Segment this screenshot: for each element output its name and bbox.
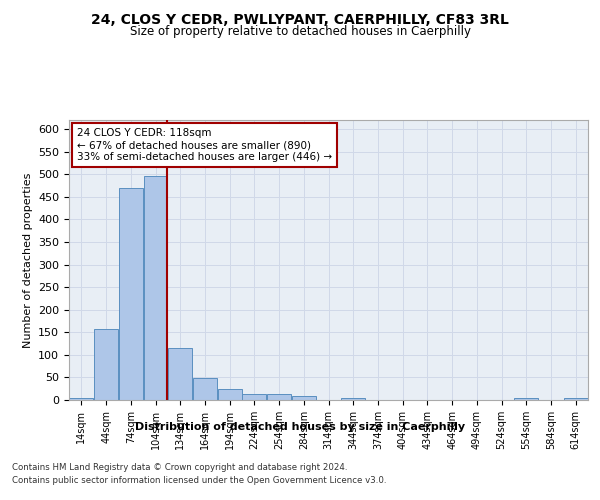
Bar: [267, 394, 291, 400]
Bar: [292, 396, 316, 400]
Bar: [341, 398, 365, 400]
Bar: [514, 398, 538, 400]
Text: Contains HM Land Registry data © Crown copyright and database right 2024.: Contains HM Land Registry data © Crown c…: [12, 462, 347, 471]
Bar: [70, 398, 94, 400]
Bar: [218, 389, 242, 400]
Bar: [143, 176, 167, 400]
Bar: [563, 398, 587, 400]
Text: 24 CLOS Y CEDR: 118sqm
← 67% of detached houses are smaller (890)
33% of semi-de: 24 CLOS Y CEDR: 118sqm ← 67% of detached…: [77, 128, 332, 162]
Bar: [193, 378, 217, 400]
Bar: [242, 394, 266, 400]
Bar: [94, 328, 118, 400]
Text: Distribution of detached houses by size in Caerphilly: Distribution of detached houses by size …: [135, 422, 465, 432]
Text: Size of property relative to detached houses in Caerphilly: Size of property relative to detached ho…: [130, 25, 470, 38]
Text: Contains public sector information licensed under the Open Government Licence v3: Contains public sector information licen…: [12, 476, 386, 485]
Y-axis label: Number of detached properties: Number of detached properties: [23, 172, 32, 348]
Bar: [119, 188, 143, 400]
Bar: [168, 348, 192, 400]
Text: 24, CLOS Y CEDR, PWLLYPANT, CAERPHILLY, CF83 3RL: 24, CLOS Y CEDR, PWLLYPANT, CAERPHILLY, …: [91, 12, 509, 26]
